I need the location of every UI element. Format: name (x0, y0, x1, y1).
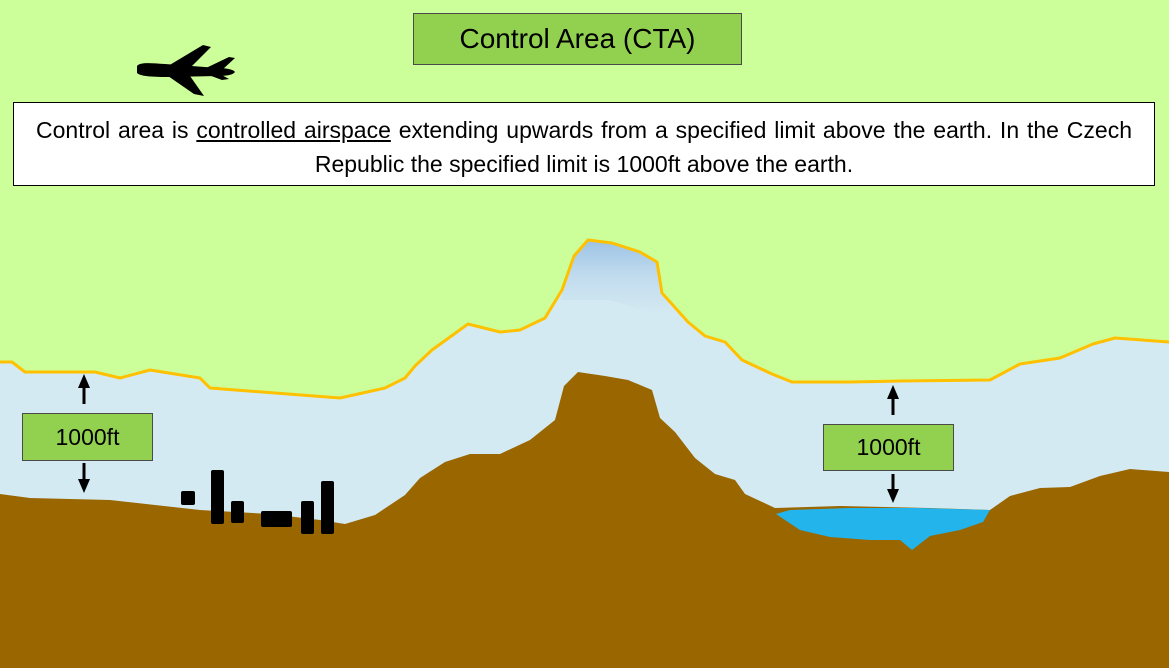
building (301, 501, 314, 534)
building (231, 501, 244, 523)
mountain-haze (560, 240, 676, 315)
height-label-right: 1000ft (823, 424, 954, 471)
height-arrows-right (887, 385, 899, 503)
cta-lower-limit-line (0, 238, 1169, 400)
diagram-title: Control Area (CTA) (413, 13, 742, 65)
terrain-ground (0, 372, 1169, 668)
definition-text-box: Control area is controlled airspace exte… (13, 102, 1155, 186)
building (211, 470, 224, 524)
height-arrows-left (78, 374, 90, 493)
building (261, 511, 292, 527)
height-label-left: 1000ft (22, 413, 153, 461)
definition-text-end: extending upwards from a specified limit… (314, 117, 1132, 177)
building (321, 481, 334, 534)
airplane-icon (137, 45, 235, 96)
definition-text-start: Control area is (36, 117, 197, 143)
town-buildings-icon (181, 470, 334, 534)
controlled-airspace-link[interactable]: controlled airspace (196, 117, 391, 143)
lake (776, 508, 990, 550)
building (181, 491, 195, 505)
